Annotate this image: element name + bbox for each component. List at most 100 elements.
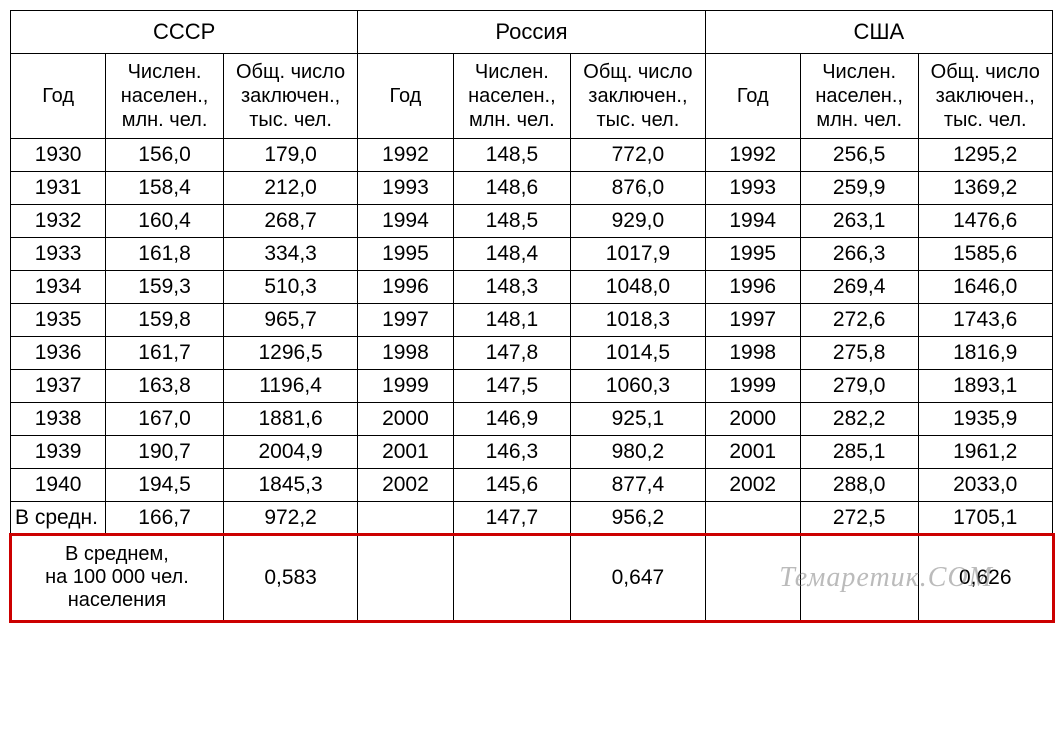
table-cell: 1646,0 [918,271,1053,304]
table-cell: 2004,9 [223,436,357,469]
table-cell: 1936 [11,337,106,370]
table-cell: 1993 [358,172,453,205]
per100k-usa: 0,626 [918,535,1053,621]
avg-label: В средн. [11,502,106,535]
per100k-usa-blank2 [800,535,918,621]
statistics-table: СССР Россия США Год Числен. населен., мл… [10,10,1053,621]
table-cell: 1881,6 [223,403,357,436]
table-row: 1932160,4268,71994148,5929,01994263,1147… [11,205,1053,238]
table-body: 1930156,0179,01992148,5772,01992256,5129… [11,139,1053,502]
table-cell: 1196,4 [223,370,357,403]
table-cell: 1816,9 [918,337,1053,370]
table-row: 1933161,8334,31995148,41017,91995266,315… [11,238,1053,271]
avg-ussr-pop: 166,7 [106,502,224,535]
average-row: В средн. 166,7 972,2 147,7 956,2 272,5 1… [11,502,1053,535]
table-cell: 929,0 [571,205,705,238]
country-header-row: СССР Россия США [11,11,1053,54]
table-cell: 1295,2 [918,139,1053,172]
table-cell: 272,6 [800,304,918,337]
table-cell: 1476,6 [918,205,1053,238]
avg-russia-pris: 956,2 [571,502,705,535]
table-cell: 1048,0 [571,271,705,304]
table-cell: 1999 [358,370,453,403]
ussr-pris-header: Общ. число заключен., тыс. чел. [223,54,357,139]
table-cell: 148,3 [453,271,571,304]
table-cell: 1994 [705,205,800,238]
table-cell: 1017,9 [571,238,705,271]
table-cell: 1937 [11,370,106,403]
table-cell: 1994 [358,205,453,238]
table-cell: 179,0 [223,139,357,172]
table-cell: 2001 [705,436,800,469]
table-cell: 334,3 [223,238,357,271]
table-cell: 194,5 [106,469,224,502]
table-cell: 1996 [705,271,800,304]
russia-pop-header: Числен. населен., млн. чел. [453,54,571,139]
table-cell: 275,8 [800,337,918,370]
table-cell: 1998 [358,337,453,370]
table-cell: 161,8 [106,238,224,271]
table-cell: 1933 [11,238,106,271]
table-row: 1940194,51845,32002145,6877,42002288,020… [11,469,1053,502]
table-cell: 1995 [705,238,800,271]
table-cell: 268,7 [223,205,357,238]
per-100k-row: В среднем, на 100 000 чел. населения 0,5… [11,535,1053,621]
per100k-russia: 0,647 [571,535,705,621]
avg-russia-pop: 147,7 [453,502,571,535]
table-row: 1934159,3510,31996148,31048,01996269,416… [11,271,1053,304]
avg-usa-pris: 1705,1 [918,502,1053,535]
avg-russia-year [358,502,453,535]
per100k-russia-blank2 [453,535,571,621]
column-header-row: Год Числен. населен., млн. чел. Общ. чис… [11,54,1053,139]
table-cell: 1935,9 [918,403,1053,436]
table-row: 1935159,8965,71997148,11018,31997272,617… [11,304,1053,337]
table-row: 1939190,72004,92001146,3980,22001285,119… [11,436,1053,469]
avg-usa-year [705,502,800,535]
table-cell: 279,0 [800,370,918,403]
table-cell: 159,8 [106,304,224,337]
table-cell: 1993 [705,172,800,205]
russia-header: Россия [358,11,705,54]
table-cell: 263,1 [800,205,918,238]
table-cell: 1893,1 [918,370,1053,403]
avg-ussr-pris: 972,2 [223,502,357,535]
table-cell: 1995 [358,238,453,271]
table-cell: 1997 [358,304,453,337]
table-cell: 282,2 [800,403,918,436]
table-cell: 877,4 [571,469,705,502]
table-cell: 1296,5 [223,337,357,370]
per100k-russia-blank1 [358,535,453,621]
table-cell: 148,5 [453,205,571,238]
table-cell: 158,4 [106,172,224,205]
table-row: 1931158,4212,01993148,6876,01993259,9136… [11,172,1053,205]
table-cell: 147,5 [453,370,571,403]
table-cell: 965,7 [223,304,357,337]
table-cell: 161,7 [106,337,224,370]
table-row: 1936161,71296,51998147,81014,51998275,81… [11,337,1053,370]
table-cell: 259,9 [800,172,918,205]
table-cell: 2002 [705,469,800,502]
table-cell: 925,1 [571,403,705,436]
table-cell: 156,0 [106,139,224,172]
table-cell: 1060,3 [571,370,705,403]
table-cell: 163,8 [106,370,224,403]
usa-pop-header: Числен. населен., млн. чел. [800,54,918,139]
table-cell: 1369,2 [918,172,1053,205]
ussr-header: СССР [11,11,358,54]
table-cell: 1014,5 [571,337,705,370]
table-cell: 772,0 [571,139,705,172]
table-cell: 1996 [358,271,453,304]
table-cell: 2002 [358,469,453,502]
table-cell: 1992 [705,139,800,172]
ussr-pop-header: Числен. населен., млн. чел. [106,54,224,139]
table-cell: 147,8 [453,337,571,370]
table-container: СССР Россия США Год Числен. населен., мл… [10,10,1053,621]
table-cell: 1845,3 [223,469,357,502]
table-cell: 1934 [11,271,106,304]
table-cell: 256,5 [800,139,918,172]
table-cell: 1992 [358,139,453,172]
usa-year-header: Год [705,54,800,139]
table-cell: 160,4 [106,205,224,238]
table-cell: 1743,6 [918,304,1053,337]
table-cell: 148,4 [453,238,571,271]
